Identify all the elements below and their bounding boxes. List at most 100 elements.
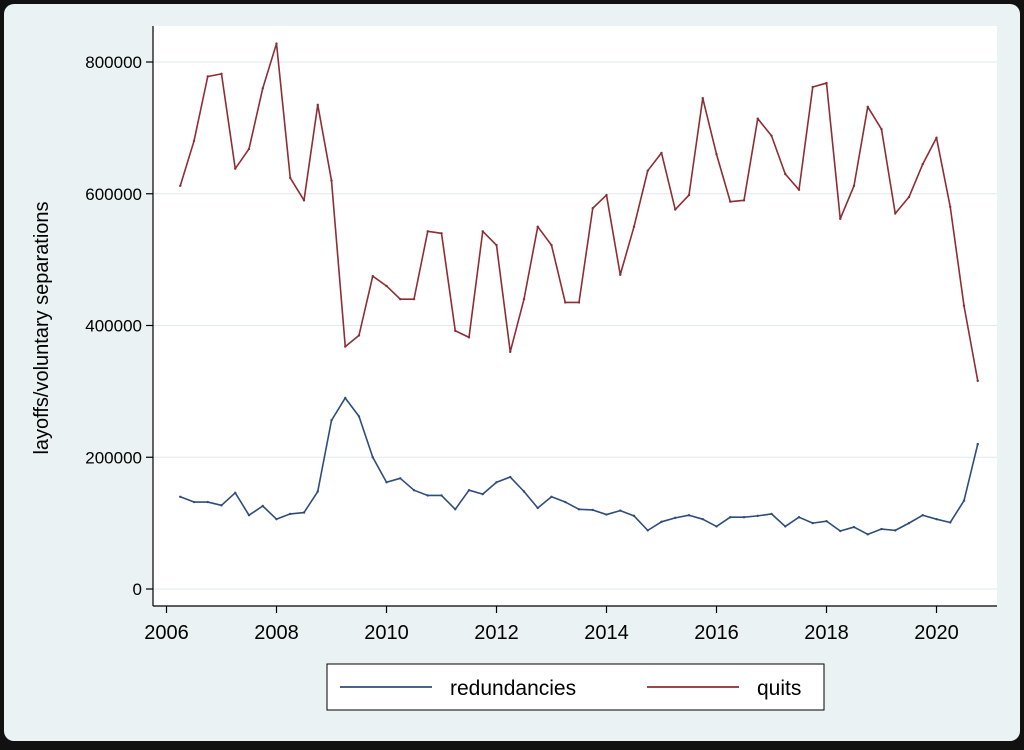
y-tick-label-0: 0 (133, 580, 142, 599)
point-redundancies-28 (564, 500, 567, 504)
point-redundancies-23 (495, 481, 498, 484)
point-redundancies-33 (632, 514, 636, 518)
point-redundancies-55 (935, 517, 938, 521)
point-redundancies-11 (330, 419, 333, 422)
point-quits-6 (261, 87, 264, 90)
point-redundancies-39 (715, 525, 718, 528)
point-quits-21 (467, 336, 471, 339)
point-redundancies-17 (412, 488, 416, 492)
point-quits-53 (907, 195, 911, 199)
series-lines (179, 42, 979, 536)
point-quits-45 (797, 188, 801, 191)
point-redundancies-41 (742, 515, 746, 519)
point-redundancies-34 (646, 529, 649, 532)
y-tick-label-800000: 800000 (85, 53, 142, 72)
point-redundancies-8 (289, 512, 292, 516)
point-quits-31 (605, 193, 608, 197)
point-quits-36 (674, 208, 677, 211)
point-redundancies-46 (811, 521, 814, 525)
point-redundancies-3 (220, 504, 223, 507)
x-tick-label-2010: 2010 (364, 622, 409, 644)
point-quits-50 (866, 105, 869, 108)
point-redundancies-12 (344, 396, 347, 400)
y-tick-label-600000: 600000 (85, 185, 142, 204)
x-tick-label-2018: 2018 (804, 622, 849, 644)
y-tick-label-200000: 200000 (85, 448, 142, 467)
point-redundancies-4 (234, 491, 237, 495)
point-redundancies-21 (467, 488, 471, 492)
point-quits-8 (289, 176, 292, 180)
point-redundancies-54 (921, 514, 924, 517)
point-quits-5 (247, 147, 251, 151)
point-redundancies-26 (536, 506, 539, 510)
point-quits-41 (742, 199, 746, 202)
point-redundancies-35 (660, 520, 663, 524)
point-quits-23 (495, 243, 498, 247)
point-redundancies-24 (509, 475, 512, 479)
point-redundancies-6 (261, 504, 264, 508)
point-redundancies-19 (440, 494, 443, 497)
point-redundancies-47 (825, 519, 828, 523)
legend: redundancies quits (326, 663, 825, 711)
gridlines (153, 61, 997, 590)
plot-area (153, 26, 997, 606)
series-redundancies (179, 396, 979, 536)
point-quits-32 (619, 273, 622, 276)
point-quits-10 (316, 103, 319, 107)
point-redundancies-53 (907, 521, 911, 525)
point-quits-58 (976, 379, 979, 383)
point-redundancies-40 (729, 515, 732, 519)
point-quits-43 (770, 134, 773, 137)
point-redundancies-56 (949, 521, 952, 524)
point-quits-22 (481, 230, 484, 233)
point-quits-9 (302, 199, 306, 202)
point-redundancies-2 (206, 500, 209, 504)
point-redundancies-45 (797, 515, 801, 519)
point-quits-49 (852, 184, 856, 188)
point-redundancies-25 (522, 490, 526, 493)
point-redundancies-15 (385, 481, 388, 484)
point-redundancies-16 (399, 477, 402, 480)
point-quits-52 (894, 212, 897, 215)
point-quits-25 (522, 297, 526, 301)
point-redundancies-10 (316, 490, 319, 493)
point-quits-16 (399, 297, 402, 301)
point-quits-24 (509, 350, 512, 354)
point-redundancies-32 (619, 509, 622, 512)
point-quits-33 (632, 225, 636, 228)
point-redundancies-49 (852, 525, 856, 529)
point-quits-28 (564, 301, 567, 304)
x-tick-label-2014: 2014 (584, 622, 629, 644)
point-redundancies-30 (591, 508, 594, 512)
legend-label-redundancies: redundancies (450, 677, 576, 700)
point-redundancies-44 (784, 525, 787, 528)
x-tick-label-2020: 2020 (914, 622, 959, 644)
point-redundancies-7 (275, 517, 278, 521)
point-redundancies-14 (371, 456, 374, 459)
point-redundancies-1 (192, 500, 196, 504)
point-quits-20 (454, 329, 457, 332)
point-redundancies-29 (577, 508, 581, 511)
point-redundancies-38 (701, 517, 704, 521)
point-quits-27 (550, 243, 553, 247)
point-redundancies-20 (454, 508, 457, 511)
point-quits-26 (536, 225, 539, 228)
point-quits-56 (949, 205, 952, 209)
series-quits (179, 42, 979, 383)
point-redundancies-42 (756, 514, 759, 518)
point-redundancies-31 (605, 513, 608, 516)
point-quits-35 (660, 151, 663, 155)
point-redundancies-48 (839, 529, 842, 533)
point-quits-15 (385, 284, 388, 288)
y-axis-label-group: layoffs/voluntary separations (31, 201, 53, 454)
point-quits-55 (935, 136, 938, 139)
point-redundancies-18 (426, 494, 429, 497)
point-quits-2 (206, 75, 209, 78)
point-quits-42 (756, 117, 759, 120)
point-redundancies-22 (481, 492, 484, 496)
point-quits-30 (591, 207, 594, 210)
point-redundancies-58 (976, 442, 979, 446)
point-quits-13 (357, 334, 361, 337)
